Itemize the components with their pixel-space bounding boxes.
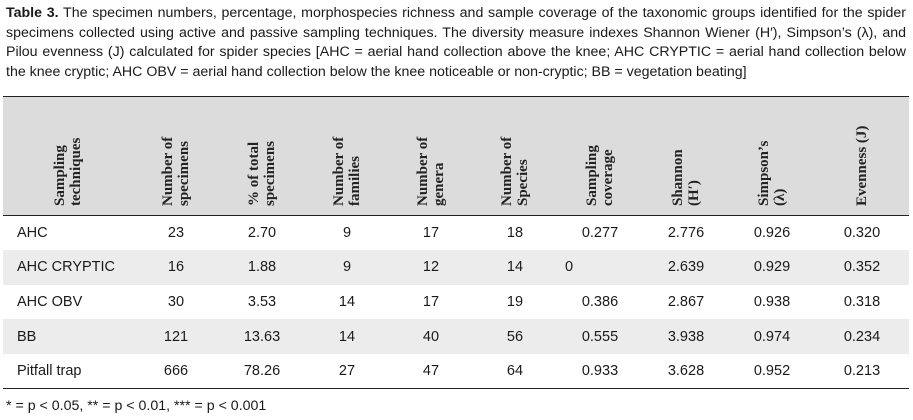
table-row: AHC OBV 30 3.53 14 17 19 0.386 2.867 0.9… [3, 285, 909, 320]
table-cell: AHC [17, 225, 48, 242]
header-row: Sampling techniques Number of specimens % … [3, 96, 909, 216]
table-cell: 0.555 [581, 328, 619, 345]
table-footnote: * = p < 0.05, ** = p < 0.01, *** = p < 0… [6, 398, 267, 414]
table-cell: 14 [506, 259, 524, 276]
table-cell: 17 [422, 225, 440, 242]
table-cell: 13.63 [243, 328, 281, 345]
header-evenness: Evenness (J) [815, 96, 909, 216]
table-cell: BB [17, 328, 37, 345]
table-cell: 0.318 [843, 293, 881, 310]
table-cell: 0.277 [581, 225, 619, 242]
table-cell: 16 [167, 259, 185, 276]
header-sampling-techniques: Sampling techniques [3, 96, 133, 216]
header-number-of-specimens: Number of specimens [133, 96, 219, 216]
table-cell: 2.70 [247, 225, 277, 242]
table-cell: 27 [305, 353, 389, 389]
table-cell: 0.213 [815, 353, 909, 389]
table-cell: 30 [167, 293, 185, 310]
table-cell: 3.53 [247, 293, 277, 310]
table-cell: 0.926 [753, 225, 791, 242]
table-cell: 0.933 [557, 353, 643, 389]
table-cell: 0.938 [753, 293, 791, 310]
table-cell: 78.26 [219, 353, 305, 389]
table-cell: 9 [342, 259, 352, 276]
table-cell: 0.386 [581, 293, 619, 310]
table-row: AHC 23 2.70 9 17 18 0.277 2.776 0.926 0.… [3, 216, 909, 251]
table-cell: 2.776 [667, 225, 705, 242]
table-cell: 40 [422, 328, 440, 345]
table-cell: 0.352 [843, 259, 881, 276]
table-cell: 12 [422, 259, 440, 276]
caption-text: The specimen numbers, percentage, morpho… [6, 5, 906, 80]
table-row: AHC CRYPTIC 16 1.88 9 12 14 0 2.639 0.92… [3, 250, 909, 285]
table-cell: 0.929 [753, 259, 791, 276]
table-cell: 17 [422, 293, 440, 310]
table-cell: 0.974 [753, 328, 791, 345]
table-row: Pitfall trap 666 78.26 27 47 64 0.933 3.… [3, 353, 909, 389]
table-cell: 14 [338, 328, 356, 345]
data-table-container: Sampling techniques Number of specimens % … [3, 96, 909, 392]
table-caption: Table 3. The specimen numbers, percentag… [6, 4, 906, 82]
caption-label: Table 3. [6, 5, 59, 21]
header-percent-total-specimens: % of total specimens [219, 96, 305, 216]
table-cell: 1.88 [247, 259, 277, 276]
data-table: Sampling techniques Number of specimens % … [3, 96, 909, 389]
header-sampling-coverage: Sampling coverage [557, 96, 643, 216]
table-cell: 14 [338, 293, 356, 310]
table-cell: 47 [389, 353, 473, 389]
header-shannon: Shannon (H′) [643, 96, 729, 216]
table-cell: AHC OBV [17, 293, 83, 310]
table-cell: 0.234 [843, 328, 881, 345]
table-cell: Pitfall trap [3, 353, 133, 389]
table-cell: 3.628 [643, 353, 729, 389]
table-cell: 121 [163, 328, 189, 345]
header-number-of-genera: Number of genera [389, 96, 473, 216]
table-cell: 23 [167, 225, 185, 242]
table-cell: 18 [506, 225, 524, 242]
table-cell: 3.938 [667, 328, 705, 345]
table-cell: AHC CRYPTIC [17, 259, 116, 276]
table-cell: 64 [473, 353, 557, 389]
table-cell: 56 [506, 328, 524, 345]
table-cell: 0.320 [843, 225, 881, 242]
table-cell: 666 [133, 353, 219, 389]
table-row: BB 121 13.63 14 40 56 0.555 3.938 0.974 … [3, 319, 909, 354]
table-cell: 0.952 [729, 353, 815, 389]
table-cell: 2.639 [667, 259, 705, 276]
header-number-of-families: Number of families [305, 96, 389, 216]
table-cell: 0 [565, 259, 574, 276]
header-simpsons: Simpson’s (λ) [729, 96, 815, 216]
table-cell: 2.867 [667, 293, 705, 310]
header-number-of-species: Number of Species [473, 96, 557, 216]
table-cell: 19 [506, 293, 524, 310]
table-cell: 9 [342, 225, 352, 242]
